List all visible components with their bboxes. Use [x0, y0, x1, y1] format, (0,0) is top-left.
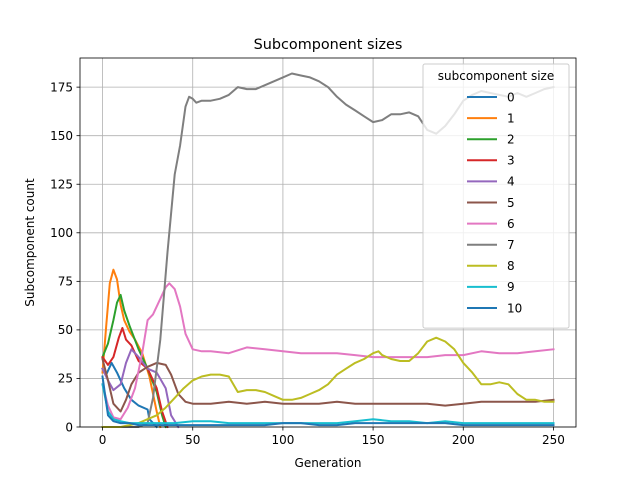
legend-label-6: 6 [507, 217, 515, 231]
series-line-6 [101, 282, 555, 421]
legend-label-1: 1 [507, 111, 515, 125]
legend-label-9: 9 [507, 280, 515, 294]
legend: subcomponent size 0 1 2 3 4 5 6 7 8 9 10 [422, 63, 570, 329]
x-axis-label: Generation [295, 456, 362, 470]
legend-label-10: 10 [507, 301, 522, 315]
legend-label-2: 2 [507, 133, 515, 147]
y-axis-label: Subcomponent count [23, 178, 37, 307]
series-line-1 [101, 268, 162, 429]
series-line-10 [101, 375, 555, 427]
x-tick-label: 0 [99, 433, 107, 447]
series-line-8 [101, 336, 555, 428]
y-tick-label: 150 [50, 129, 73, 143]
y-tick-label: 0 [65, 420, 73, 434]
y-tick-label: 125 [50, 178, 73, 192]
legend-label-3: 3 [507, 154, 515, 168]
series-line-5 [101, 357, 555, 413]
y-tick-label: 100 [50, 226, 73, 240]
legend-label-5: 5 [507, 196, 515, 210]
x-tick-label: 150 [362, 433, 385, 447]
legend-items: 0 1 2 3 4 5 6 7 8 9 10 [467, 90, 522, 315]
y-tick-label: 50 [58, 323, 73, 337]
series-line-4 [101, 348, 180, 429]
legend-frame [422, 63, 570, 329]
x-tick-label: 100 [271, 433, 294, 447]
y-tick-label: 175 [50, 80, 73, 94]
series-line-3 [101, 327, 169, 429]
legend-label-7: 7 [507, 238, 515, 252]
y-tick-label: 75 [58, 275, 73, 289]
legend-label-8: 8 [507, 259, 515, 273]
legend-label-0: 0 [507, 90, 515, 104]
x-tick-label: 250 [542, 433, 565, 447]
x-tick-label: 200 [452, 433, 475, 447]
legend-title: subcomponent size [438, 69, 554, 83]
legend-label-4: 4 [507, 175, 515, 189]
axes-frame [79, 57, 577, 428]
y-tick-label: 25 [58, 372, 73, 386]
chart-title: Subcomponent sizes [254, 37, 403, 53]
x-tick-label: 50 [185, 433, 200, 447]
